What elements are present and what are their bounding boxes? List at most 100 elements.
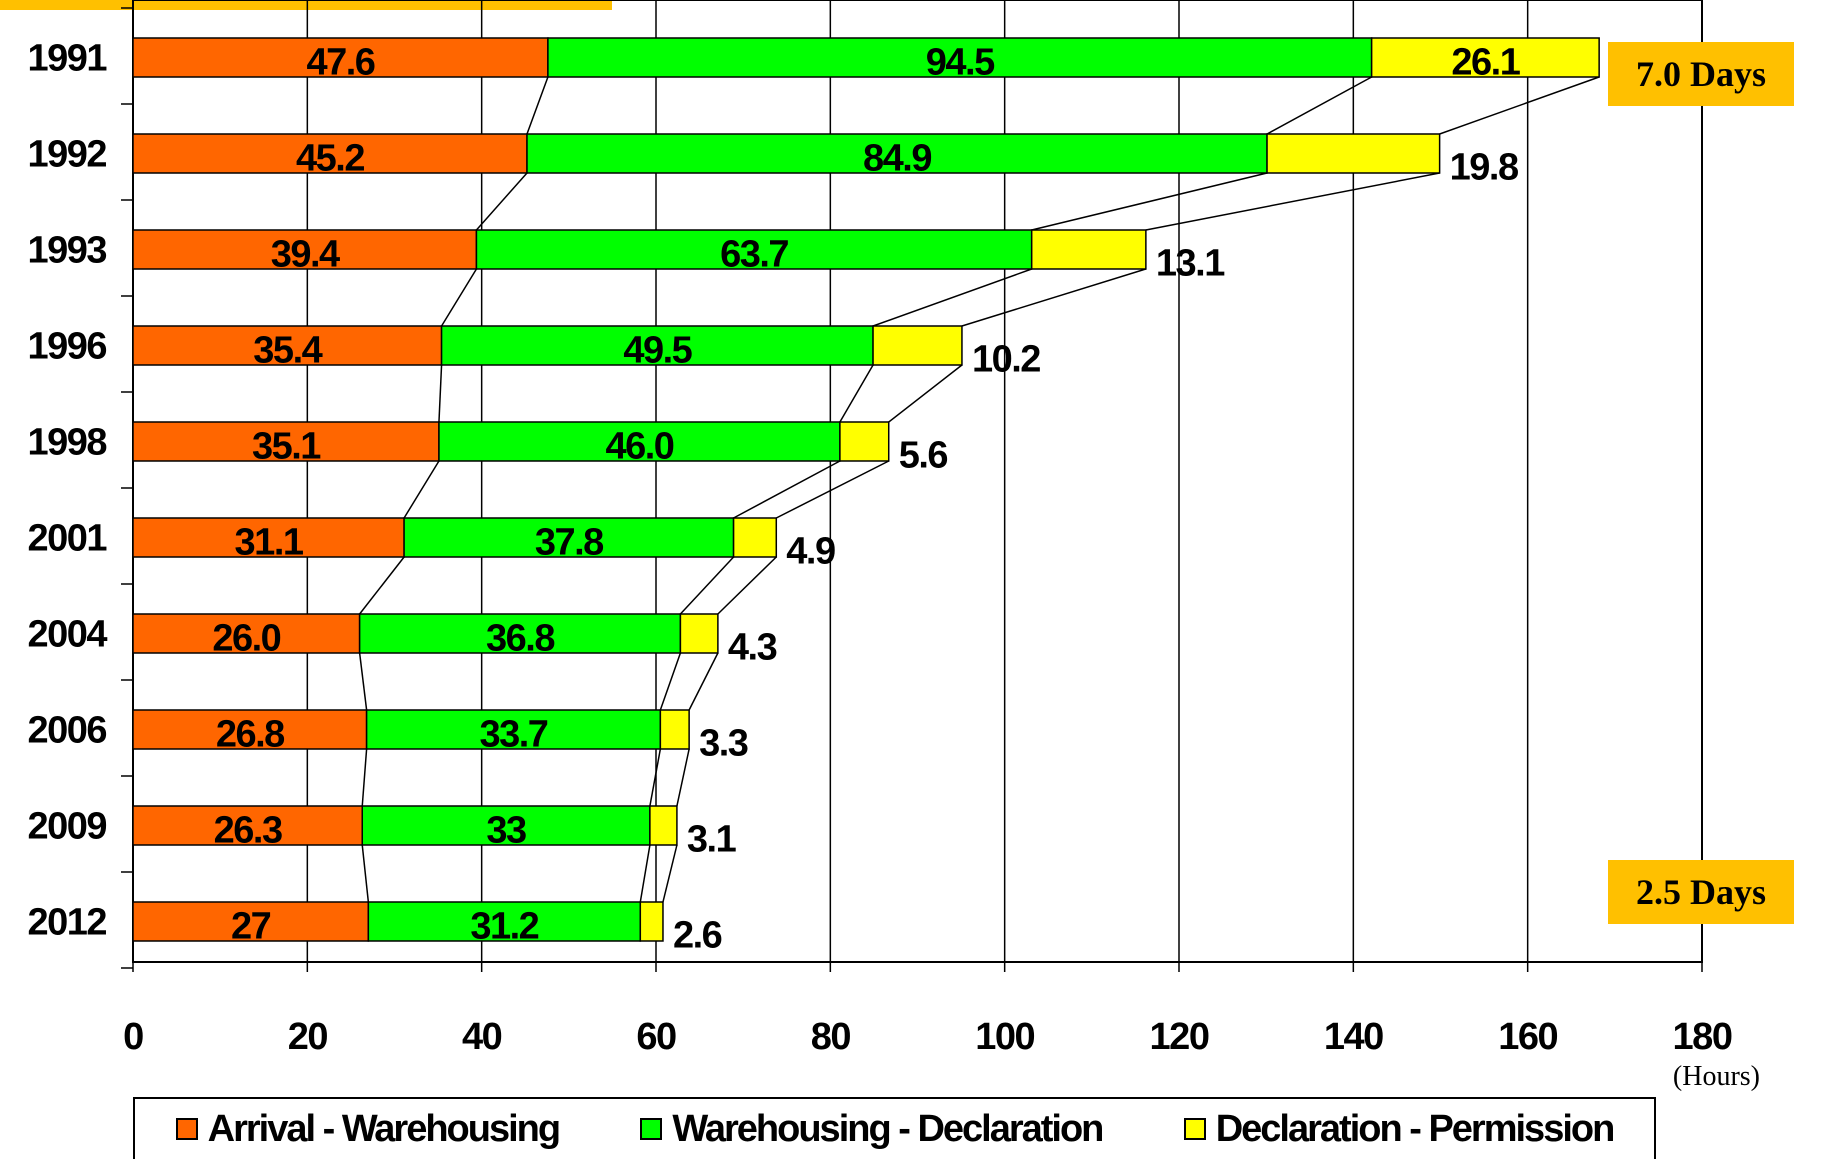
bar-segment-0 <box>132 613 361 654</box>
x-tick-label: 60 <box>636 1016 676 1058</box>
bar-value-label: 33 <box>486 810 526 852</box>
bar-value-label: 46.0 <box>605 426 673 468</box>
x-tick-label: 180 <box>1673 1016 1732 1058</box>
bar-value-label: 4.9 <box>786 531 835 573</box>
connector-line <box>775 460 890 519</box>
y-category-label: 2001 <box>27 518 107 560</box>
connector-line <box>1439 76 1600 135</box>
bar-segment-2 <box>679 613 719 654</box>
connector-line <box>403 460 440 519</box>
bar-value-label: 5.6 <box>899 435 948 477</box>
x-tick-label: 80 <box>811 1016 851 1058</box>
bar-segment-2 <box>1370 37 1600 78</box>
x-tick-label: 0 <box>123 1016 143 1058</box>
bar-value-label: 31.2 <box>470 906 538 948</box>
bar-value-label: 63.7 <box>720 234 788 276</box>
connector-line <box>679 556 735 615</box>
connector-line <box>676 748 690 807</box>
bar-segment-2 <box>659 709 690 750</box>
legend-label: Declaration - Permission <box>1215 1107 1616 1150</box>
bar-value-label: 2.6 <box>673 915 722 957</box>
bar-value-label: 84.9 <box>863 138 931 180</box>
connector-line <box>888 364 963 423</box>
bar-segment-1 <box>440 325 874 366</box>
legend-swatch-warehousing <box>640 1118 663 1140</box>
x-tick-label: 160 <box>1498 1016 1557 1058</box>
bar-value-label: 26.3 <box>214 810 282 852</box>
connector-line <box>1266 76 1372 135</box>
legend-label: Arrival - Warehousing <box>207 1107 561 1150</box>
bar-value-label: 47.6 <box>306 42 374 84</box>
x-unit-label: (Hours) <box>1673 1061 1760 1092</box>
bar-segment-1 <box>438 421 841 462</box>
bar-value-label: 3.3 <box>699 723 748 765</box>
connector-line <box>358 652 368 711</box>
connector-line <box>649 748 662 807</box>
connector-line <box>717 556 777 615</box>
bar-segment-2 <box>839 421 890 462</box>
bar-segment-2 <box>649 805 678 846</box>
bar-segment-0 <box>132 229 478 270</box>
bar-value-label: 31.1 <box>235 522 304 564</box>
connector-line <box>733 460 841 519</box>
connector-line <box>639 844 651 903</box>
connector-line <box>662 844 678 903</box>
bar-segment-2 <box>1266 133 1441 174</box>
bar-segment-2 <box>872 325 963 366</box>
connector-line <box>361 844 370 903</box>
bar-value-label: 39.4 <box>271 234 340 276</box>
title-banner-fragment <box>0 0 612 10</box>
bar-segment-0 <box>132 517 405 558</box>
bar-segment-2 <box>639 901 664 942</box>
bar-value-label: 35.1 <box>252 426 321 468</box>
bar-value-label: 37.8 <box>535 522 603 564</box>
bar-value-label: 26.1 <box>1451 42 1520 84</box>
chart-legend: Arrival - Warehousing Warehousing - Decl… <box>133 1097 1656 1159</box>
bar-value-label: 26.8 <box>216 714 284 756</box>
bar-segment-1 <box>367 901 642 942</box>
plot-border <box>132 0 1703 963</box>
connector-line <box>961 268 1147 327</box>
bar-value-label: 45.2 <box>296 138 364 180</box>
x-tick-label: 40 <box>462 1016 502 1058</box>
y-category-label: 1993 <box>27 230 106 272</box>
callout-top-badge: 7.0 Days <box>1608 42 1794 106</box>
bar-value-label: 49.5 <box>623 330 692 372</box>
bar-value-label: 13.1 <box>1156 243 1225 285</box>
x-tick-label: 140 <box>1324 1016 1383 1058</box>
bar-segment-0 <box>132 709 368 750</box>
connector-line <box>872 268 1032 327</box>
x-tick-label: 120 <box>1150 1016 1209 1058</box>
connector-line <box>475 172 528 231</box>
bar-segment-0 <box>132 421 440 462</box>
legend-swatch-declaration <box>1183 1118 1206 1140</box>
y-category-label: 2012 <box>27 902 106 944</box>
connector-line <box>440 268 478 327</box>
bar-value-label: 10.2 <box>972 339 1040 381</box>
bar-segment-0 <box>132 37 549 78</box>
callout-bottom-badge: 2.5 Days <box>1608 860 1794 924</box>
y-category-label: 1991 <box>27 38 107 80</box>
bar-segment-1 <box>358 613 682 654</box>
bar-segment-1 <box>526 133 1268 174</box>
legend-item-declaration: Declaration - Permission <box>1183 1107 1616 1151</box>
connector-line <box>659 652 682 711</box>
bar-value-label: 26.0 <box>212 618 280 660</box>
connector-line <box>1031 172 1268 231</box>
bar-segment-1 <box>475 229 1033 270</box>
bar-value-label: 3.1 <box>687 819 737 861</box>
bar-segment-1 <box>403 517 735 558</box>
y-category-label: 1998 <box>27 422 106 464</box>
bar-value-label: 33.7 <box>479 714 547 756</box>
connector-line <box>839 364 874 423</box>
bar-value-label: 35.4 <box>253 330 322 372</box>
y-category-label: 2004 <box>27 614 107 656</box>
x-tick-label: 20 <box>288 1016 328 1058</box>
bar-value-label: 94.5 <box>926 42 995 84</box>
connector-line <box>359 556 405 615</box>
y-category-label: 2009 <box>27 806 106 848</box>
connector-line <box>526 76 549 135</box>
legend-item-warehousing: Warehousing - Declaration <box>640 1108 1104 1151</box>
bar-value-label: 27 <box>231 906 271 948</box>
